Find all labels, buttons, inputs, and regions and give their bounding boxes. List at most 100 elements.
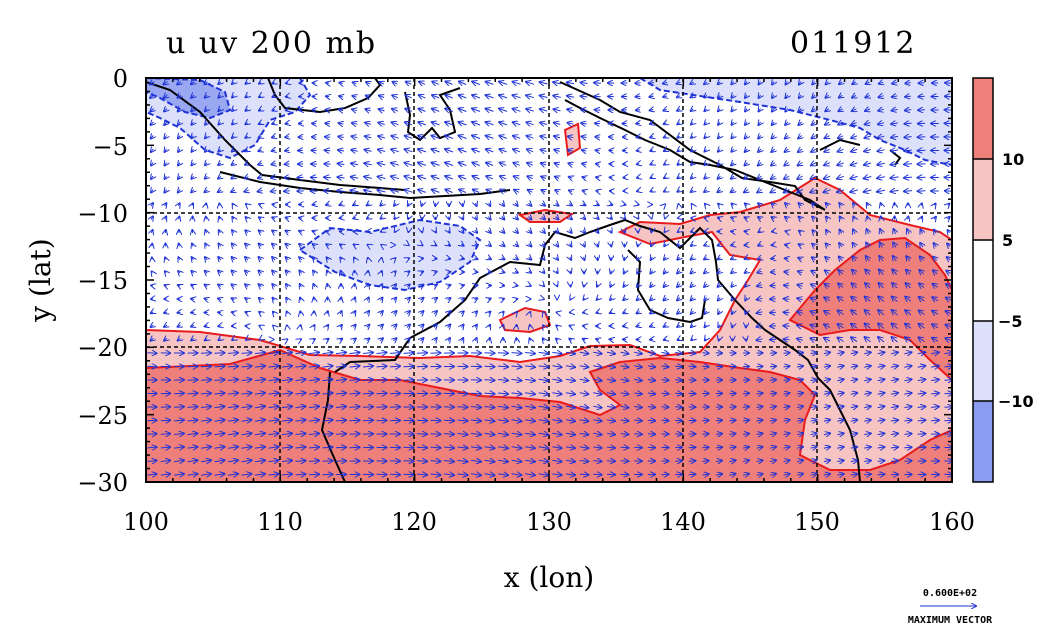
wind-vector: [514, 190, 519, 193]
wind-vector: [568, 136, 573, 137]
wind-vector: [664, 190, 666, 191]
wind-vector: [165, 203, 167, 206]
wind-vector: [219, 122, 221, 124]
wind-vector: [232, 271, 235, 274]
wind-vector: [472, 95, 481, 98]
wind-vector: [799, 82, 801, 85]
wind-vector: [326, 231, 329, 232]
wind-vector: [704, 95, 707, 97]
wind-vector: [610, 339, 613, 340]
wind-vector: [416, 447, 427, 448]
plot-date: 011912: [790, 26, 917, 61]
wind-vector: [745, 231, 748, 232]
wind-vector: [569, 177, 573, 178]
wind-vector: [650, 110, 654, 111]
wind-vector: [205, 257, 207, 260]
wind-vector: [272, 257, 275, 260]
wind-vector: [165, 230, 166, 233]
wind-vector: [178, 257, 179, 259]
wind-vector: [581, 123, 587, 124]
wind-vector: [218, 149, 220, 151]
wind-vector: [921, 229, 923, 233]
wind-vector: [867, 203, 869, 206]
wind-vector: [394, 203, 396, 205]
x-tick-label: 100: [123, 508, 169, 536]
wind-vector: [583, 230, 585, 233]
wind-vector: [513, 136, 521, 139]
wind-vector: [798, 136, 802, 139]
wind-vector: [152, 271, 153, 272]
wind-vector: [273, 83, 275, 84]
wind-vector: [448, 258, 450, 259]
wind-vector: [322, 461, 333, 462]
wind-vector: [246, 217, 248, 219]
wind-vector: [378, 177, 386, 179]
wind-vector: [567, 96, 575, 97]
wind-vector: [499, 122, 508, 125]
wind-vector: [271, 191, 277, 192]
wind-vector: [731, 190, 735, 193]
wind-vector: [192, 257, 194, 260]
wind-vector: [907, 229, 909, 234]
wind-vector: [395, 258, 396, 259]
wind-vector: [637, 164, 639, 165]
colorbar-swatch: [973, 401, 993, 482]
wind-vector: [299, 257, 302, 260]
wind-vector: [164, 190, 166, 193]
wind-vector: [610, 217, 612, 219]
wind-vector: [205, 176, 208, 178]
wind-vector: [934, 217, 936, 219]
wind-vector: [378, 190, 386, 192]
wind-vector: [582, 150, 586, 151]
wind-vector: [904, 191, 913, 192]
wind-vector: [271, 164, 275, 165]
wind-vector: [732, 122, 734, 125]
wind-vector: [611, 271, 612, 274]
x-tick-label: 160: [929, 508, 975, 536]
wind-vector: [758, 217, 761, 219]
wind-vector: [178, 122, 180, 125]
wind-vector: [445, 109, 453, 112]
wind-vector: [488, 272, 491, 273]
wind-vector: [259, 217, 261, 219]
wind-vector: [718, 163, 720, 165]
plot-title: u uv 200 mb: [166, 26, 378, 61]
wind-vector: [365, 136, 372, 138]
wind-vector: [891, 163, 899, 164]
wind-vector: [582, 177, 585, 178]
wind-vector: [742, 393, 749, 394]
wind-vector: [678, 150, 680, 152]
wind-vector: [636, 96, 641, 97]
wind-vector: [245, 123, 247, 125]
wind-vector: [178, 149, 180, 152]
wind-vector: [313, 257, 315, 260]
wind-vector: [718, 218, 720, 219]
wind-vector: [731, 176, 734, 179]
wind-vector: [540, 109, 548, 111]
wind-vector: [623, 326, 626, 327]
wind-vector: [529, 244, 532, 247]
wind-vector: [556, 230, 559, 233]
wind-vector: [691, 109, 694, 111]
wind-vector: [582, 164, 586, 165]
wind-vector: [473, 176, 480, 179]
wind-vector: [731, 149, 733, 152]
wind-vector: [677, 96, 680, 98]
wind-vector: [326, 244, 328, 246]
x-tick-label: 120: [391, 508, 437, 536]
wind-vector: [472, 163, 480, 166]
wind-vector: [391, 149, 399, 151]
wind-vector: [731, 217, 734, 218]
wind-vector: [432, 163, 440, 166]
wind-vector: [475, 285, 478, 286]
wind-vector: [825, 122, 829, 125]
wind-vector: [151, 217, 153, 220]
wind-vector: [418, 176, 427, 179]
wind-vector: [459, 176, 467, 179]
wind-vector: [636, 110, 640, 111]
wind-vector: [408, 271, 410, 272]
y-axis-label: y (lat): [24, 238, 57, 322]
wind-vector: [757, 271, 761, 272]
wind-vector: [205, 244, 207, 247]
wind-vector: [543, 271, 545, 273]
